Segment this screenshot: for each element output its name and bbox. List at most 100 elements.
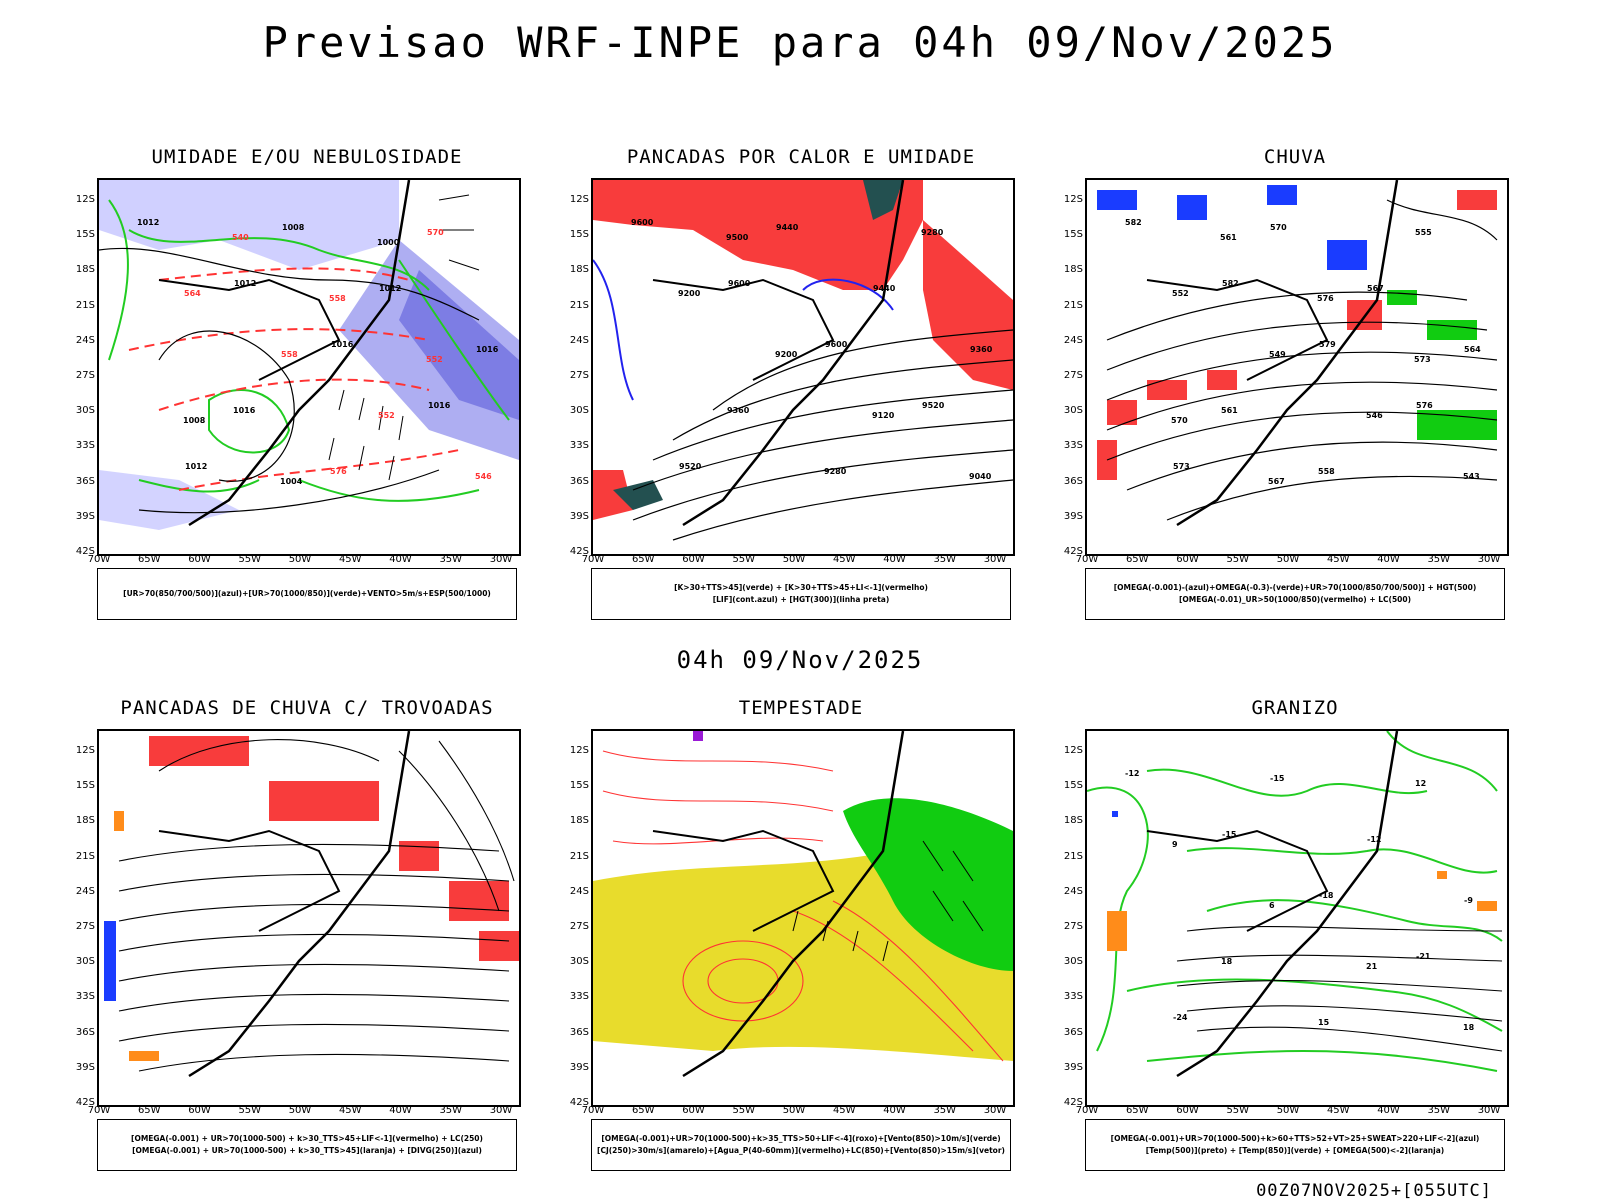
contour-value-label: 15 (1318, 1018, 1330, 1027)
run-timestamp: 00Z07NOV2025+[055UTC] (1256, 1181, 1492, 1201)
lat-tick-label: 18S (1063, 264, 1083, 276)
panel-title-granizo: GRANIZO (1251, 697, 1339, 719)
lon-tick-label: 40W (389, 1105, 412, 1116)
lon-tick-label: 35W (439, 554, 463, 565)
legend-pancadas-calor: [K>30+TTS>45](verde) + [K>30+TTS>45+LI<-… (591, 568, 1011, 620)
lat-tick-label: 24S (75, 334, 95, 346)
contour-value-label: 570 (427, 228, 444, 237)
lat-tick-label: 15S (75, 229, 95, 241)
lat-tick-label: 42S (1063, 1097, 1083, 1108)
lon-tick-label: 55W (1226, 554, 1250, 565)
page-title: Previsao WRF-INPE para 04h 09/Nov/2025 (262, 18, 1338, 67)
contour-value-label: 1008 (282, 223, 305, 232)
contour-value-label: 564 (184, 289, 201, 298)
lon-tick-label: 35W (933, 554, 957, 565)
lon-tick-label: 55W (238, 1105, 262, 1116)
contour-value-label: 546 (475, 472, 492, 481)
legend-line: [OMEGA(-0.001)-(azul)+OMEGA(-0.3)-(verde… (1113, 583, 1477, 592)
panel-title-pancadas-calor: PANCADAS POR CALOR E UMIDADE (626, 146, 976, 168)
lat-tick-label: 21S (75, 850, 95, 862)
contour-value-label: 9280 (921, 228, 944, 237)
map-tempestade[interactable] (591, 729, 1015, 1107)
contour-value-label: -9 (1464, 896, 1473, 905)
contour-value-label: 18 (1463, 1023, 1475, 1032)
contour-value-label: 1016 (476, 345, 499, 354)
lon-tick-label: 55W (732, 554, 756, 565)
red-fill-north (593, 180, 923, 290)
legend-line: [CJ(250)>30m/s](amarelo)+[Agua_P(40-60mm… (597, 1146, 1005, 1155)
lat-tick-label: 36S (1063, 1026, 1083, 1038)
contour-value-label: 9500 (726, 233, 749, 242)
lat-tick-label: 30S (569, 956, 589, 968)
contour-value-label: -15 (1270, 774, 1285, 783)
map-granizo[interactable] (1085, 729, 1509, 1107)
lon-tick-label: 50W (782, 1105, 806, 1116)
lat-tick-label: 39S (1063, 510, 1083, 522)
lat-tick-label: 27S (1063, 921, 1083, 932)
lat-tick-label: 27S (569, 370, 589, 381)
legend-line: [OMEGA(-0.001) + UR>70(1000-500) + k>30_… (132, 1146, 482, 1155)
lat-tick-label: 21S (569, 850, 589, 862)
map-pancadas-calor[interactable] (591, 178, 1015, 556)
lon-tick-label: 60W (188, 1105, 211, 1116)
contour-value-label: 564 (1464, 345, 1481, 354)
panel-title-chuva: CHUVA (1263, 146, 1327, 168)
contour-value-label: 582 (1125, 218, 1142, 227)
contour-value-label: 543 (1463, 472, 1480, 481)
panel-title-pancadas-trovoadas: PANCADAS DE CHUVA C/ TROVOADAS (120, 697, 494, 719)
lon-tick-label: 70W (1075, 554, 1099, 565)
legend-line: [UR>70(850/700/500)](azul)+[UR>70(1000/8… (123, 589, 491, 598)
contour-value-label: -18 (1319, 891, 1334, 900)
humidity-fill-south (99, 470, 239, 530)
lat-tick-label: 12S (569, 194, 589, 205)
lat-tick-label: 18S (1063, 815, 1083, 827)
contour-value-label: 1012 (185, 462, 208, 471)
mid-title: 04h 09/Nov/2025 (676, 646, 924, 674)
lon-tick-label: 30W (489, 554, 513, 565)
lat-tick-label: 42S (569, 1097, 589, 1108)
lat-tick-label: 21S (569, 299, 589, 311)
contour-value-label: -12 (1367, 835, 1382, 844)
lon-tick-label: 55W (238, 554, 262, 565)
lon-tick-label: 30W (1477, 554, 1501, 565)
lon-tick-label: 40W (389, 554, 412, 565)
contour-value-label: 1012 (379, 284, 402, 293)
lon-tick-label: 45W (832, 1105, 856, 1116)
map-chuva[interactable] (1085, 178, 1509, 556)
lat-tick-label: 21S (1063, 299, 1083, 311)
lon-tick-label: 35W (1427, 554, 1451, 565)
lat-tick-label: 15S (75, 780, 95, 792)
lat-tick-label: 18S (75, 264, 95, 276)
lon-tick-label: 40W (1377, 1105, 1400, 1116)
legend-line: [OMEGA(-0.001) + UR>70(1000-500) + k>30_… (131, 1134, 483, 1143)
lon-tick-label: 45W (832, 554, 856, 565)
lon-tick-label: 65W (137, 1105, 161, 1116)
lat-tick-label: 36S (75, 475, 95, 487)
lat-tick-label: 27S (1063, 370, 1083, 381)
lat-tick-label: 24S (75, 885, 95, 897)
lat-tick-label: 15S (1063, 780, 1083, 792)
lat-tick-label: 30S (75, 956, 95, 968)
lat-tick-label: 15S (569, 780, 589, 792)
lon-tick-label: 45W (1326, 1105, 1350, 1116)
contour-value-label: 561 (1221, 406, 1238, 415)
lon-tick-label: 35W (1427, 1105, 1451, 1116)
lon-tick-label: 40W (883, 1105, 906, 1116)
lon-tick-label: 65W (1125, 554, 1149, 565)
contour-value-label: 540 (232, 233, 249, 242)
contour-value-label: 9600 (825, 340, 848, 349)
contour-value-label: 9600 (631, 218, 654, 227)
map-pancadas-trovoadas[interactable] (97, 729, 521, 1107)
contour-value-label: 9520 (922, 401, 945, 410)
lat-tick-label: 36S (569, 475, 589, 487)
contour-value-label: 558 (329, 294, 346, 303)
contour-value-label: 12 (1415, 779, 1427, 788)
humidity-band-diagonal-dark (399, 270, 519, 420)
lon-tick-label: 70W (87, 1105, 111, 1116)
lat-tick-label: 24S (1063, 885, 1083, 897)
map-umidade[interactable] (97, 178, 521, 556)
lat-tick-label: 39S (75, 510, 95, 522)
lon-tick-label: 50W (1276, 1105, 1300, 1116)
lon-tick-label: 30W (983, 554, 1007, 565)
lat-tick-label: 18S (569, 815, 589, 827)
